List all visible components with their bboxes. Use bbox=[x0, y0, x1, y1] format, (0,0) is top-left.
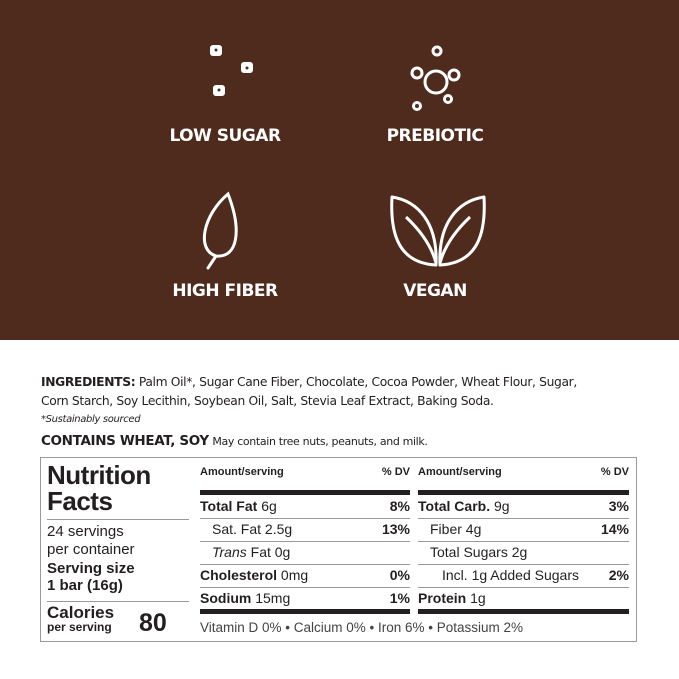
ingredients-line-2: Corn Starch, Soy Lecithin, Soybean Oil, … bbox=[41, 394, 494, 408]
ingredients-text: Palm Oil*, Sugar Cane Fiber, Chocolate, … bbox=[138, 375, 577, 389]
nutrient-name: Fiber bbox=[430, 521, 462, 537]
allergens: CONTAINS WHEAT, SOY May contain tree nut… bbox=[41, 433, 428, 449]
nutrient-dv: 3% bbox=[608, 498, 629, 514]
dv-header: % DV bbox=[381, 466, 410, 478]
dv-header: % DV bbox=[600, 466, 629, 478]
nutrient-amount: 0mg bbox=[280, 567, 309, 583]
nutrient-name: Sodium bbox=[200, 590, 252, 606]
nutrient-row: Incl. 1g Added Sugars bbox=[442, 567, 579, 583]
nutrient-row: Total Fat 6g bbox=[200, 498, 277, 514]
nutrient-dv: 13% bbox=[381, 521, 410, 537]
serving-size: Serving size 1 bar (16g) bbox=[47, 560, 135, 594]
badge-prebiotic: PREBIOTIC bbox=[386, 126, 484, 146]
nutrient-dv: 1% bbox=[389, 590, 410, 606]
calories-label: Calories per serving bbox=[47, 603, 115, 634]
leaf-icon bbox=[202, 191, 238, 270]
nutrient-dv: 14% bbox=[600, 521, 629, 537]
nutrient-name: Total Fat bbox=[200, 498, 258, 514]
nutrient-name: Incl. 1g Added Sugars bbox=[442, 567, 579, 583]
nutrient-row: Sodium 15mg bbox=[200, 590, 290, 606]
nutrient-row: Sat. Fat 2.5g bbox=[212, 521, 292, 537]
nutrient-name: Total Sugars bbox=[430, 544, 508, 560]
nutrient-row: Total Carb. 9g bbox=[418, 498, 510, 514]
nutrient-row: Cholesterol 0mg bbox=[200, 567, 308, 583]
may-contain-statement: May contain tree nuts, peanuts, and milk… bbox=[212, 435, 428, 448]
nutrient-row: Fiber 4g bbox=[430, 521, 481, 537]
ingredients-line-1: INGREDIENTS: Palm Oil*, Sugar Cane Fiber… bbox=[41, 375, 577, 389]
badge-low-sugar: LOW SUGAR bbox=[169, 126, 281, 146]
nutrition-facts-title: Nutrition Facts bbox=[47, 460, 151, 516]
nutrient-dv: 8% bbox=[389, 498, 410, 514]
nutrient-row: Trans Fat 0g bbox=[212, 544, 290, 560]
nutrient-row: Total Sugars 2g bbox=[430, 544, 527, 560]
amount-header: Amount/serving bbox=[418, 466, 502, 478]
calories-value: 80 bbox=[139, 609, 167, 637]
servings-per-container: 24 servings per container bbox=[47, 523, 135, 558]
nutrient-dv: 0% bbox=[389, 567, 410, 583]
badge-high-fiber: HIGH FIBER bbox=[172, 281, 278, 301]
nutrient-amount: 15mg bbox=[255, 590, 291, 606]
nutrient-amount: Fat 0g bbox=[250, 544, 291, 560]
nutrient-amount: 1g bbox=[470, 590, 486, 606]
nutrient-dv: 2% bbox=[608, 567, 629, 583]
vitamins-minerals: Vitamin D 0% • Calcium 0% • Iron 6% • Po… bbox=[200, 620, 524, 635]
footnote: *Sustainably sourced bbox=[41, 414, 141, 425]
molecule-icon bbox=[410, 45, 461, 111]
nutrition-facts-panel: Nutrition Facts 24 servings per container … bbox=[40, 457, 637, 642]
nutrient-name: Cholesterol bbox=[200, 567, 278, 583]
ingredients-heading: INGREDIENTS: bbox=[41, 375, 136, 389]
benefits-panel: LOW SUGAR PREBIOTIC HIGH FIBER VEGAN bbox=[0, 0, 679, 340]
nutrient-amount: 9g bbox=[493, 498, 510, 514]
amount-header: Amount/serving bbox=[200, 466, 284, 478]
nutrient-name: Trans bbox=[212, 544, 247, 560]
nutrient-amount: 6g bbox=[261, 498, 277, 514]
sugar-cubes-icon bbox=[210, 45, 253, 96]
nutrient-amount: 2g bbox=[511, 544, 528, 560]
nutrient-row: Protein 1g bbox=[418, 590, 486, 606]
contains-statement: CONTAINS WHEAT, SOY bbox=[41, 433, 209, 449]
nutrient-name: Protein bbox=[418, 590, 467, 606]
nutrient-amount: 4g bbox=[465, 521, 482, 537]
two-leaves-icon bbox=[390, 195, 486, 267]
badge-vegan: VEGAN bbox=[403, 281, 467, 301]
nutrient-name: Total Carb. bbox=[418, 498, 491, 514]
nutrient-name: Sat. Fat bbox=[212, 521, 262, 537]
nutrient-amount: 2.5g bbox=[264, 521, 293, 537]
